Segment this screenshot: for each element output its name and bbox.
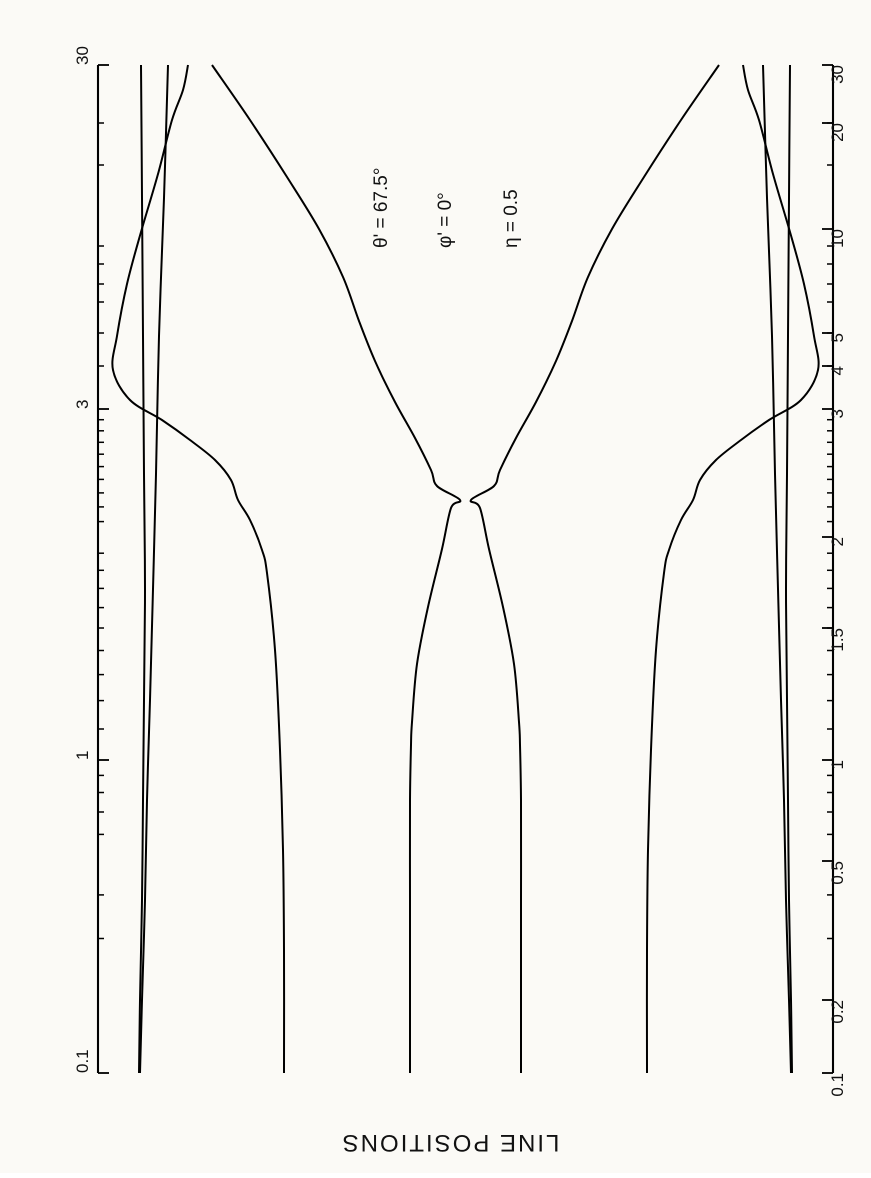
svg-text:30: 30: [828, 65, 847, 84]
svg-text:3: 3: [73, 400, 92, 409]
svg-text:20: 20: [828, 123, 847, 142]
svg-text:η = 0.5: η = 0.5: [501, 189, 522, 248]
svg-text:0.1: 0.1: [73, 1049, 92, 1073]
svg-text:1.5: 1.5: [828, 628, 847, 652]
svg-text:θ' = 67.5°: θ' = 67.5°: [371, 168, 392, 248]
svg-text:0.5: 0.5: [828, 861, 847, 885]
svg-text:LINE POSITIONS: LINE POSITIONS: [341, 1129, 560, 1156]
svg-text:φ' = 0°: φ' = 0°: [435, 192, 456, 248]
svg-text:1: 1: [73, 751, 92, 760]
svg-text:2: 2: [828, 537, 847, 546]
svg-text:1: 1: [828, 760, 847, 769]
svg-text:30: 30: [73, 46, 92, 65]
svg-text:4: 4: [828, 366, 847, 375]
svg-text:3: 3: [828, 409, 847, 418]
svg-text:10: 10: [828, 229, 847, 248]
svg-text:0.2: 0.2: [828, 1000, 847, 1024]
svg-text:0.1: 0.1: [828, 1073, 847, 1097]
svg-text:5: 5: [828, 333, 847, 342]
